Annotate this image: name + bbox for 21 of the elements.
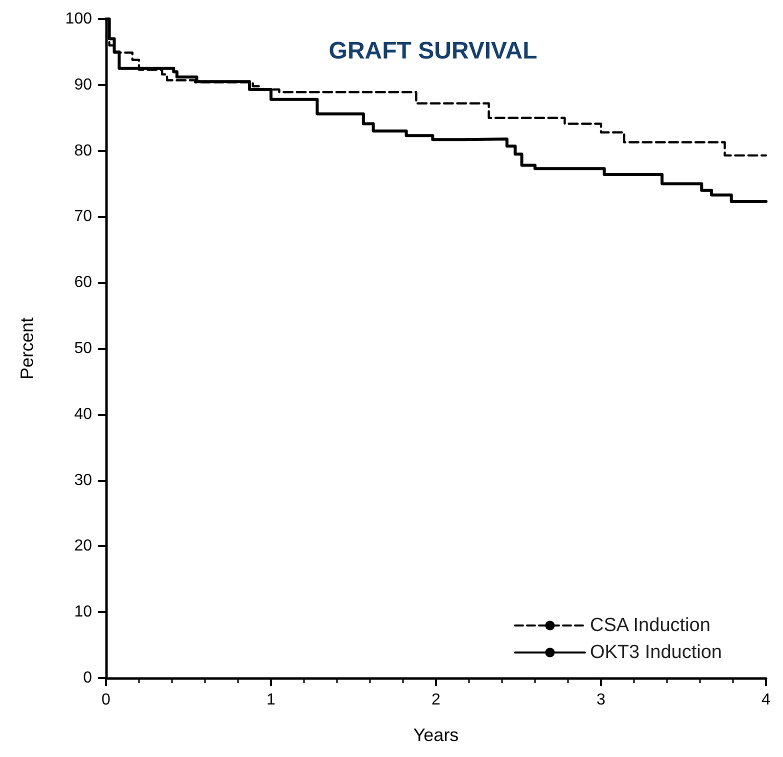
y-tick-label: 70 — [74, 208, 92, 226]
y-tick-label: 20 — [74, 538, 92, 555]
x-tick-label: 2 — [432, 692, 441, 708]
x-tick-label: 1 — [266, 692, 276, 708]
text: GRAFT SURVIVAL — [328, 38, 538, 64]
y-tick-label: 30 — [74, 472, 92, 489]
y-tick-label: 50 — [74, 340, 92, 357]
x-tick-label: 0 — [102, 692, 111, 708]
x-axis-title: Years — [413, 725, 459, 745]
x-tick-label: 4 — [762, 692, 771, 708]
y-tick-label: 100 — [65, 10, 92, 28]
y-axis-title: Percent — [17, 317, 37, 380]
y-tick-label: 0 — [83, 670, 92, 686]
y-tick-label: 40 — [74, 406, 92, 423]
y-tick-label: 90 — [74, 76, 92, 94]
y-tick-label: 10 — [74, 604, 92, 621]
x-tick-label: 3 — [596, 692, 606, 708]
legend-label: OKT3 Induction — [590, 642, 722, 663]
legend-label: CSA Induction — [590, 615, 710, 636]
y-tick-label: 60 — [74, 274, 92, 292]
y-tick-label: 80 — [74, 142, 92, 160]
